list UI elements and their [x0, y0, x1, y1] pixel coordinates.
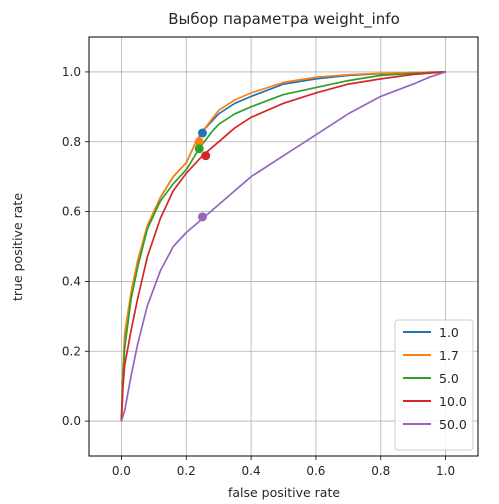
legend-box: [394, 319, 474, 451]
threshold-point-3: [201, 151, 211, 161]
threshold-point-2: [194, 144, 204, 154]
threshold-point-4: [197, 212, 207, 222]
legend-label-3: 10.0: [439, 394, 467, 409]
legend-label-2: 5.0: [439, 371, 459, 386]
series-markers: [194, 128, 211, 222]
y-tick-label: 1.0: [62, 65, 81, 79]
legend-label-1: 1.7: [439, 348, 459, 363]
x-tick-label: 0.0: [112, 464, 131, 478]
threshold-point-0: [197, 128, 207, 138]
y-tick-label: 0.8: [62, 135, 81, 149]
threshold-point-1: [194, 137, 204, 147]
series-line-3: [120, 71, 446, 422]
legend-label-0: 1.0: [439, 325, 459, 340]
y-tick-label: 0.0: [62, 414, 81, 428]
x-tick-label: 0.2: [177, 464, 196, 478]
legend-label-4: 50.0: [439, 417, 467, 432]
x-tick-label: 0.8: [371, 464, 390, 478]
x-tick-label: 0.6: [306, 464, 325, 478]
x-axis-label: false positive rate: [228, 485, 340, 500]
y-tick-label: 0.4: [62, 274, 81, 288]
x-tick-label: 0.4: [242, 464, 261, 478]
y-axis-label: true positive rate: [10, 193, 25, 301]
x-tick-label: 1.0: [436, 464, 455, 478]
chart-title: Выбор параметра weight_info: [168, 10, 400, 29]
y-tick-label: 0.6: [62, 205, 81, 219]
plot-frame: [88, 36, 479, 457]
x-axis-ticks: 0.0 0.2 0.4 0.6 0.8 1.0: [112, 456, 455, 478]
legend: 1.0 1.7 5.0 10.0 50.0: [394, 319, 474, 451]
y-tick-label: 0.2: [62, 344, 81, 358]
y-axis-ticks: 0.0 0.2 0.4 0.6 0.8 1.0: [62, 65, 89, 428]
series-line-4: [120, 71, 446, 422]
